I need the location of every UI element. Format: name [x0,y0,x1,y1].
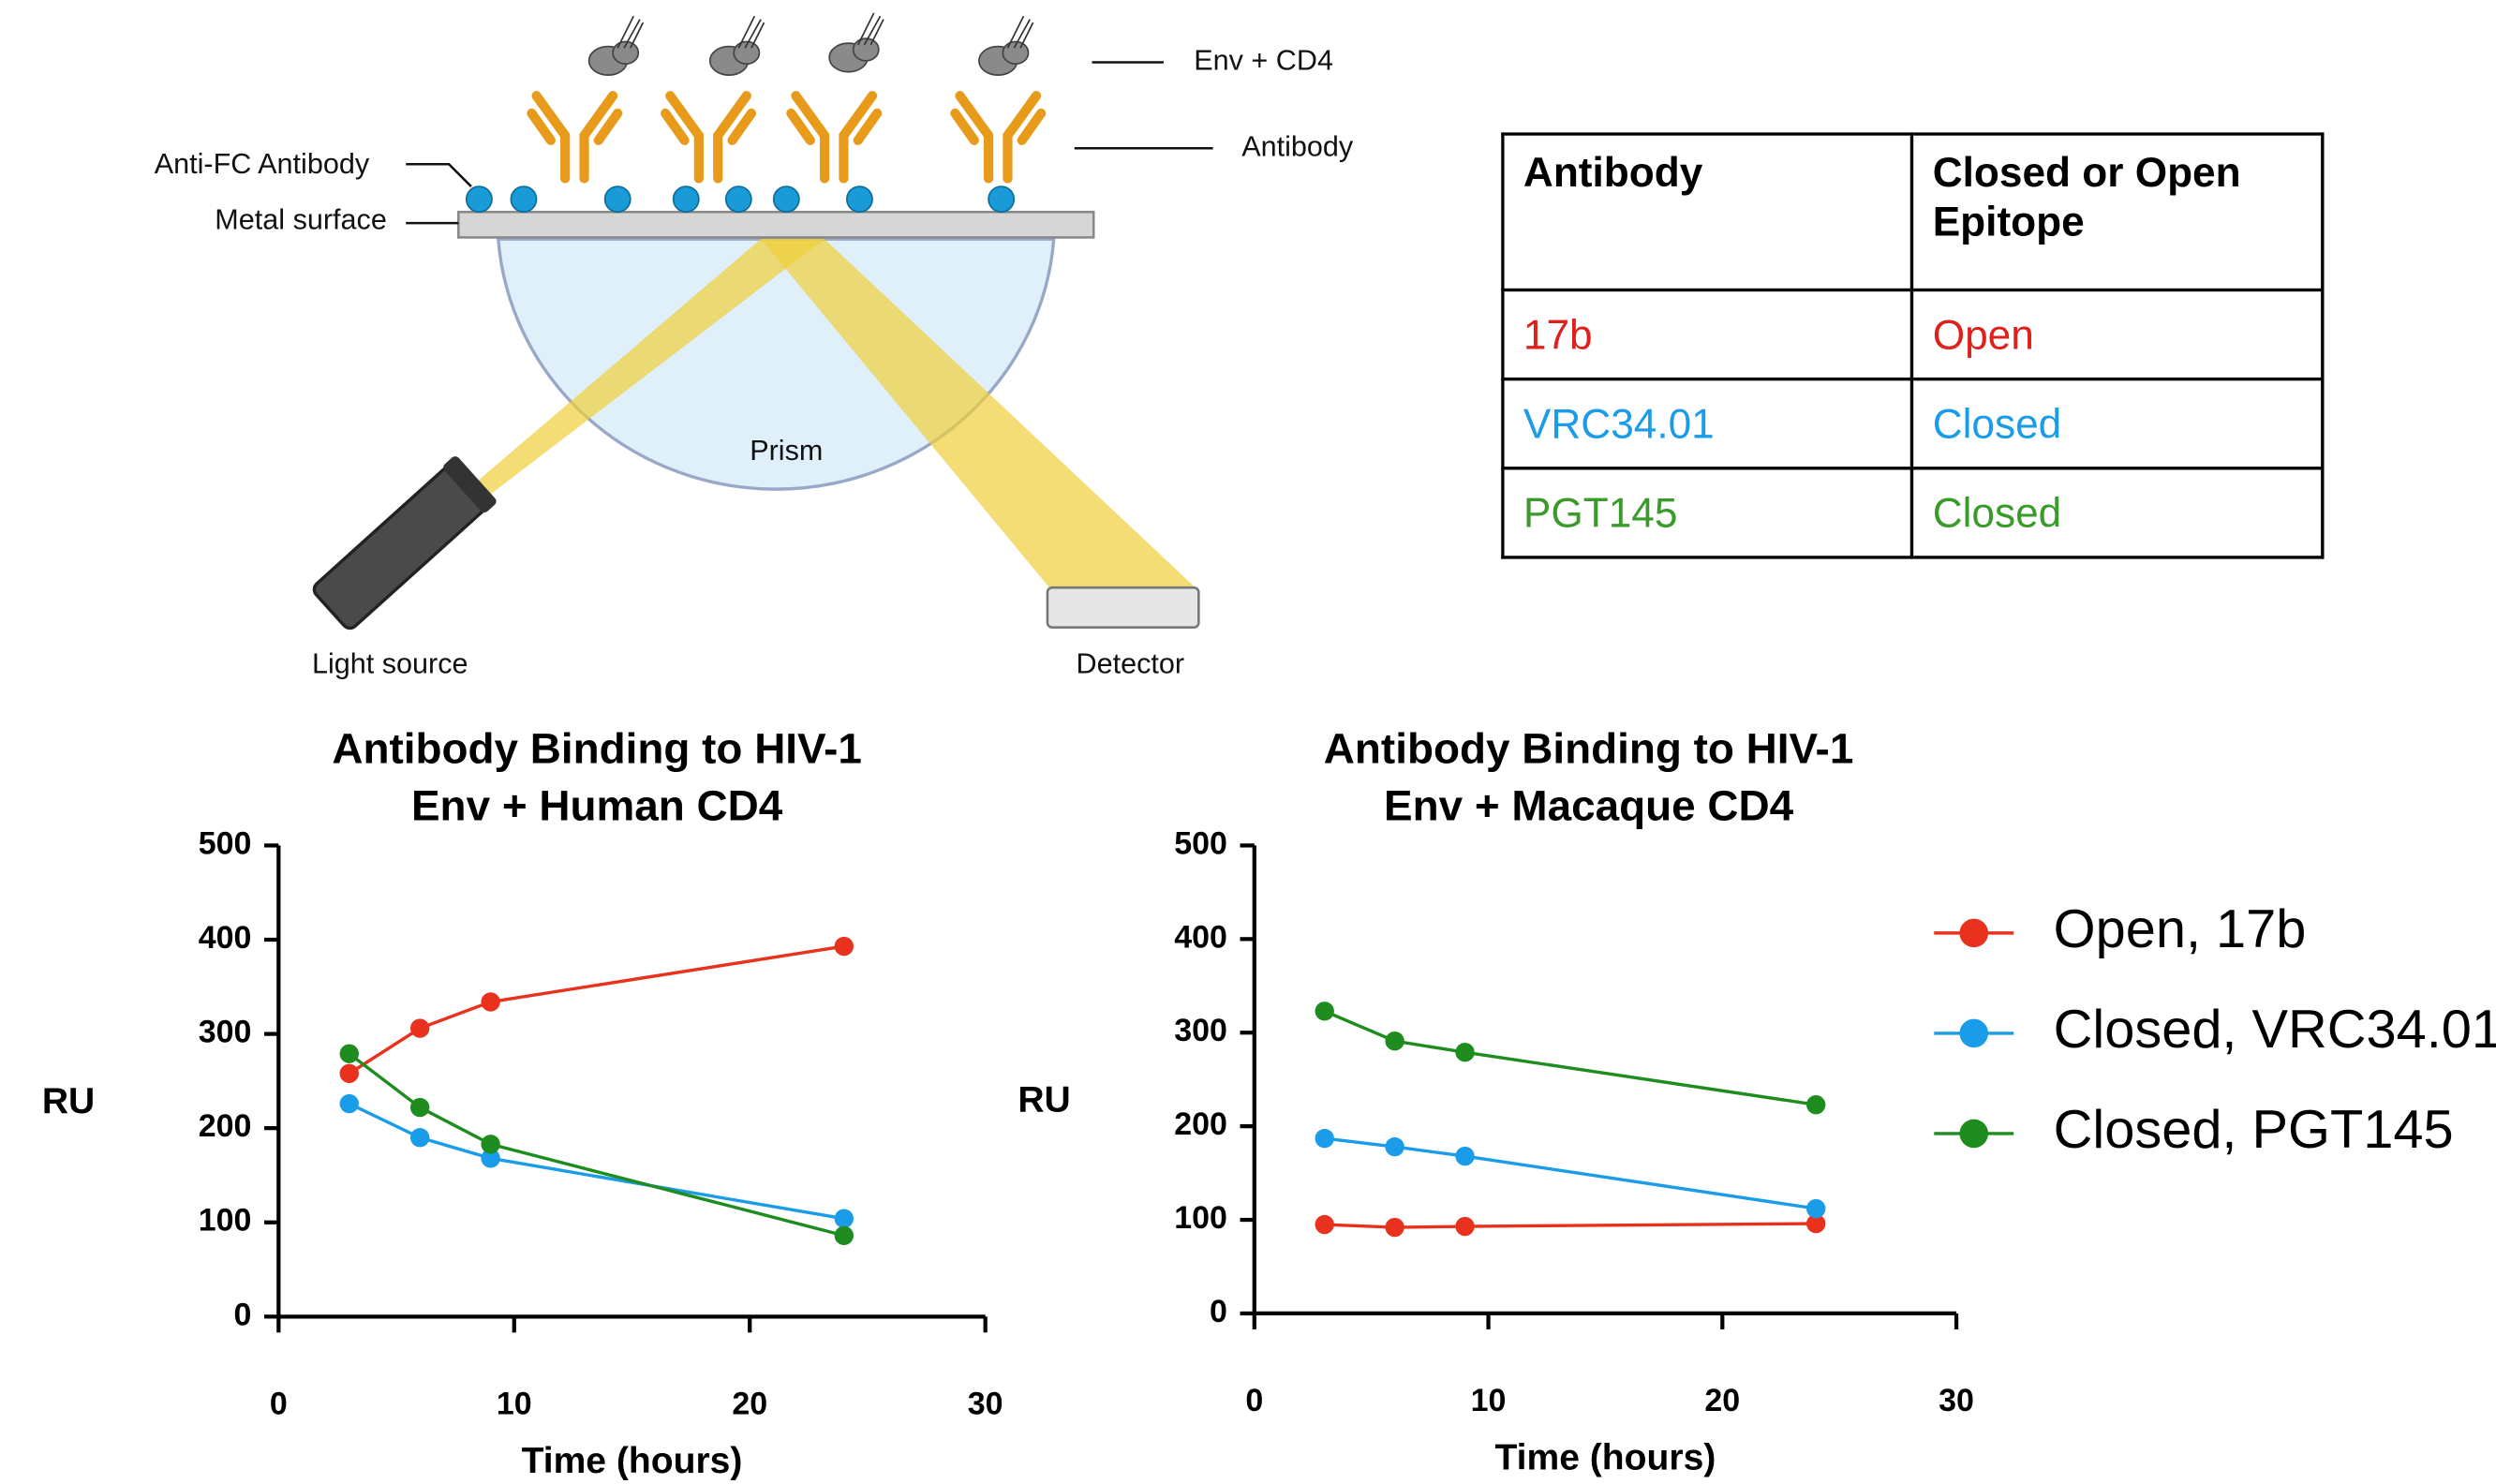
point [1385,1136,1404,1157]
chart-title: Antibody Binding to HIV-1 [332,723,862,772]
x-tick-label: 30 [968,1386,1003,1421]
table-row: PGT145 Closed [1501,467,2325,559]
y-tick-label: 300 [1174,1013,1227,1048]
point [1315,1002,1334,1021]
point [409,1097,430,1118]
series-line [1324,1222,1817,1229]
y-axis-title: RU [42,1081,95,1121]
point [339,1093,359,1114]
x-tick-label: 10 [497,1386,532,1421]
y-axis-title: RU [1018,1079,1070,1120]
x-tick-label: 20 [732,1386,767,1421]
y-tick-label: 300 [199,1015,252,1050]
label: Light source [312,648,468,680]
point [481,1149,500,1168]
point [339,1063,359,1084]
spr-diagram: Env + CD4 Antibody Anti-FC Antibody Meta… [155,12,1354,680]
y-tick-label: 500 [1174,825,1227,861]
y-tick-label: 0 [234,1297,252,1332]
y-tick-label: 400 [199,920,252,956]
point [1806,1213,1826,1234]
point [409,1018,430,1038]
legend-label: Open, 17b [2054,899,2307,959]
chart-title: Env + Human CD4 [411,780,783,829]
point [409,1128,430,1148]
y-tick-label: 400 [1174,919,1227,955]
table-header: Antibody Closed or Open Epitope [1501,132,2325,292]
legend-label: Closed, VRC34.01 [2054,1000,2496,1060]
header-cell: Antibody [1501,132,1914,292]
point [339,1044,359,1063]
detector [1046,586,1200,629]
env-cd4 [587,12,1034,76]
cell: 17b [1501,288,1914,381]
point [1806,1198,1826,1219]
point [481,1135,500,1154]
cell: Closed [1909,467,2325,559]
prism [496,237,1056,491]
point [1455,1043,1475,1062]
antibodies [527,91,1047,184]
light-source [312,456,497,631]
series-line [1324,1136,1817,1210]
cell: Closed [1909,377,2325,470]
label: Anti-FC Antibody [155,148,370,180]
point [1385,1031,1404,1051]
header-cell: Closed or Open Epitope [1909,132,2325,292]
anti-fc-beads [465,186,1016,214]
legend-marker [1959,1119,1989,1149]
point [1385,1217,1404,1238]
x-axis-title: Time (hours) [1494,1438,1716,1478]
label: Antibody [1241,130,1354,162]
label: Env + CD4 [1194,45,1333,77]
y-tick-label: 0 [1210,1294,1227,1329]
point [834,1225,854,1246]
table-row: VRC34.01 Closed [1501,377,2325,470]
label: Detector [1076,648,1184,680]
x-axis-title: Time (hours) [522,1441,743,1481]
y-tick-label: 200 [199,1108,252,1144]
chart-title: Env + Macaque CD4 [1384,780,1794,829]
series-line [348,1052,845,1238]
point [1806,1094,1826,1115]
label-leaders [406,61,1213,225]
point [1315,1128,1334,1149]
table-wrap: Antibody Closed or Open Epitope 17b Open … [1501,132,2325,559]
y-tick-label: 100 [199,1203,252,1239]
x-tick-label: 20 [1704,1383,1740,1418]
x-tick-label: 0 [1245,1383,1263,1418]
y-tick-label: 100 [1174,1200,1227,1236]
light-beam [477,239,825,497]
y-tick-label: 500 [199,825,252,861]
chart-title: Antibody Binding to HIV-1 [1324,723,1854,772]
y-tick-label: 200 [1174,1106,1227,1142]
series-line [1324,1009,1817,1106]
table-row: 17b Open [1501,288,2325,381]
cell: VRC34.01 [1501,377,1914,470]
cell: PGT145 [1501,467,1914,559]
epitope-table: Antibody Closed or Open Epitope 17b Open … [1501,132,2325,559]
point [1455,1146,1475,1166]
legend-marker [1959,1018,1989,1048]
point [834,1209,854,1228]
label: Prism [750,435,823,467]
legend-marker [1959,918,1989,948]
label: Metal surface [215,204,387,236]
x-tick-label: 30 [1939,1383,1974,1418]
legend-label: Closed, PGT145 [2054,1100,2454,1160]
point [1315,1214,1334,1235]
series-line [349,1102,845,1221]
x-tick-label: 10 [1471,1383,1507,1418]
point [1455,1216,1475,1237]
reflected-beam [761,239,1197,589]
series-line [348,944,845,1076]
metal-surface [457,210,1095,239]
cell: Open [1909,288,2325,381]
point [481,992,500,1012]
point [834,936,854,957]
x-tick-label: 0 [270,1386,288,1421]
